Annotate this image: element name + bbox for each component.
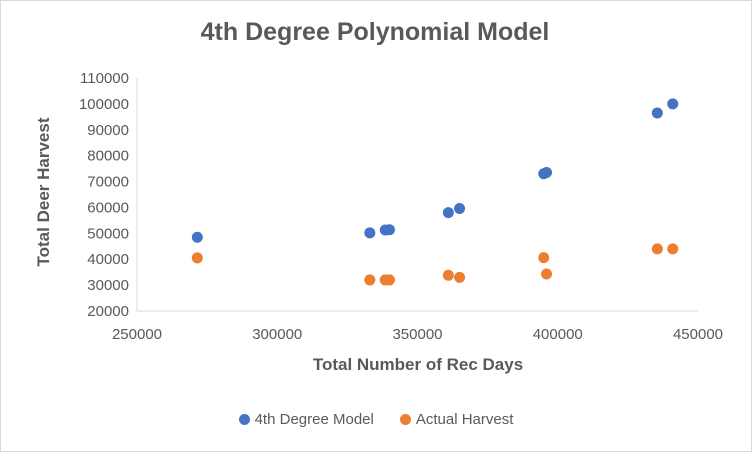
x-tick-label: 300000	[252, 326, 302, 343]
x-tick-label: 450000	[673, 326, 723, 343]
y-tick-label: 100000	[79, 96, 129, 113]
y-tick-label: 80000	[87, 148, 129, 165]
model-point	[364, 227, 376, 239]
legend-marker-model	[238, 414, 250, 425]
x-tick-label: 400000	[533, 326, 583, 343]
y-tick-label: 20000	[87, 303, 129, 320]
model-point	[383, 224, 395, 236]
legend-item-model: 4th Degree Model	[238, 411, 374, 428]
actual-point	[442, 269, 454, 281]
actual-point	[538, 252, 550, 264]
legend: 4th Degree Model Actual Harvest	[0, 411, 752, 428]
legend-item-actual: Actual Harvest	[399, 411, 514, 428]
legend-marker-actual	[399, 414, 411, 425]
model-point	[442, 207, 454, 219]
model-point	[667, 98, 679, 110]
legend-label-model: 4th Degree Model	[254, 411, 374, 428]
y-tick-label: 110000	[80, 70, 129, 87]
x-axis-label: Total Number of Rec Days	[312, 355, 524, 374]
y-tick-label: 70000	[87, 174, 129, 191]
chart-title: 4th Degree Polynomial Model	[200, 18, 550, 46]
legend-label-actual: Actual Harvest	[415, 411, 514, 428]
actual-point	[667, 243, 679, 255]
actual-point	[191, 252, 203, 264]
model-point	[454, 202, 466, 214]
y-tick-label: 40000	[87, 251, 129, 268]
y-tick-label: 60000	[87, 199, 129, 216]
actual-point	[383, 274, 395, 286]
y-tick-label: 50000	[87, 225, 129, 242]
actual-point	[651, 243, 663, 255]
y-tick-label: 90000	[87, 122, 129, 139]
actual-point	[541, 268, 553, 280]
x-tick-label: 350000	[392, 326, 442, 343]
y-tick-label: 30000	[87, 277, 129, 294]
model-point	[191, 231, 203, 243]
actual-point	[364, 274, 376, 286]
model-point	[541, 166, 553, 178]
actual-point	[454, 271, 466, 283]
x-tick-label: 250000	[112, 326, 162, 343]
model-point	[651, 107, 663, 119]
